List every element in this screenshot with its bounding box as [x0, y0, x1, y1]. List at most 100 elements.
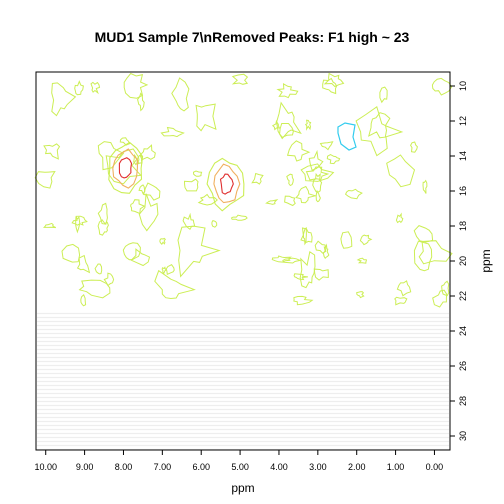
- noise-contour: [160, 126, 185, 138]
- y-tick-label: 24: [458, 326, 468, 336]
- noise-contour: [413, 225, 434, 243]
- noise-contour: [386, 154, 416, 188]
- noise-contour: [300, 227, 313, 243]
- y-tick-label: 30: [458, 431, 468, 441]
- noise-contour: [432, 289, 448, 308]
- peak-2-level-1: [206, 157, 245, 212]
- noise-contour: [182, 212, 196, 231]
- x-tick-label: 10.00: [34, 462, 57, 472]
- noise-contour: [192, 170, 203, 177]
- y-tick-label: 22: [458, 291, 468, 301]
- noise-contour: [271, 255, 292, 263]
- x-tick-label: 2.00: [348, 462, 366, 472]
- negative-peak-1: [337, 122, 357, 151]
- x-tick-label: 7.00: [154, 462, 172, 472]
- noise-contour: [183, 178, 199, 192]
- noise-contour: [422, 179, 428, 194]
- noise-contour: [265, 199, 279, 205]
- noise-contour: [340, 231, 353, 249]
- noise-contour: [130, 248, 151, 267]
- noise-contour: [368, 112, 391, 139]
- y-tick-label: 10: [458, 81, 468, 91]
- peak-1-level-1: [108, 141, 144, 194]
- contour-lines: [34, 72, 453, 308]
- x-tick-label: 5.00: [231, 462, 249, 472]
- noise-contour: [76, 254, 91, 274]
- noise-contour: [137, 92, 145, 112]
- peak-1-level-3: [118, 157, 133, 179]
- noise-contour: [75, 216, 81, 234]
- noise-contour: [312, 172, 323, 193]
- noise-contour: [413, 240, 433, 272]
- noise-contour: [197, 193, 218, 206]
- noise-contour: [161, 266, 167, 275]
- peak-1-level-2: [112, 148, 138, 189]
- y-axis-label: ppm: [479, 249, 493, 272]
- y-tick-label: 26: [458, 361, 468, 371]
- noise-contour: [293, 273, 308, 281]
- noise-contour: [211, 220, 218, 228]
- noise-contour: [395, 212, 404, 224]
- x-tick-label: 4.00: [270, 462, 288, 472]
- y-tick-label: 28: [458, 396, 468, 406]
- noise-contour: [90, 81, 101, 95]
- noise-contour: [159, 237, 166, 245]
- noise-contour: [271, 120, 281, 131]
- noise-contour: [137, 154, 143, 165]
- noise-contour: [379, 86, 388, 104]
- chart-title-line-1: MUD1 Sample 7\nRemoved Peaks: F1 high ~ …: [95, 29, 410, 45]
- noise-contour: [123, 72, 149, 99]
- noise-contour: [105, 148, 142, 185]
- x-axis: 10.00 9.00 8.00 7.00 6.00 5.00 4.00 3.00 2.00 1.0…: [34, 450, 443, 472]
- noise-contour: [313, 268, 329, 281]
- noise-contour: [165, 264, 175, 276]
- noise-contour: [431, 77, 453, 96]
- noise-contour: [230, 214, 248, 221]
- noise-contour: [276, 101, 302, 140]
- x-axis-label: ppm: [231, 481, 254, 495]
- peak-2-level-2: [213, 163, 241, 204]
- noise-contour: [308, 149, 324, 171]
- noise-contour: [319, 141, 334, 151]
- noise-contour: [299, 250, 316, 289]
- noise-contour: [322, 243, 330, 260]
- noise-contour: [138, 193, 159, 232]
- noise-contour: [396, 280, 412, 297]
- noise-contour: [305, 166, 330, 181]
- noise-contour: [154, 269, 196, 300]
- noise-contour: [303, 226, 307, 246]
- noise-contour: [322, 77, 338, 95]
- noise-contour: [171, 77, 190, 112]
- noise-contour: [284, 195, 296, 207]
- noise-contour: [344, 188, 363, 200]
- noise-contour: [61, 243, 81, 263]
- y-tick-label: 20: [458, 256, 468, 266]
- noise-contour: [177, 225, 221, 278]
- noise-contour: [43, 143, 61, 160]
- x-tick-label: 6.00: [192, 462, 210, 472]
- noise-contour: [276, 83, 299, 99]
- noise-contour: [231, 73, 249, 85]
- noise-contour: [74, 80, 84, 96]
- noise-contour: [78, 279, 111, 299]
- noise-contour: [286, 173, 294, 187]
- noise-contour: [418, 240, 453, 265]
- x-tick-label: 8.00: [115, 462, 133, 472]
- noise-contour: [356, 291, 365, 299]
- noise-contour: [286, 140, 311, 162]
- removed-region: [37, 312, 449, 451]
- noise-contour: [315, 189, 321, 203]
- noise-contour: [355, 105, 404, 157]
- noise-contour: [394, 296, 408, 306]
- noise-contour: [326, 154, 341, 165]
- noise-contour: [71, 215, 88, 226]
- noise-contour: [94, 263, 103, 275]
- x-tick-label: 0.00: [426, 462, 444, 472]
- noise-contour: [359, 234, 373, 246]
- y-axis: 10 12 14 16 18 20 22 24 26 28 30: [450, 81, 468, 441]
- noise-contour: [139, 144, 156, 161]
- noise-contour: [293, 295, 314, 306]
- noise-contour: [195, 103, 217, 132]
- peak-2-level-3: [219, 173, 234, 195]
